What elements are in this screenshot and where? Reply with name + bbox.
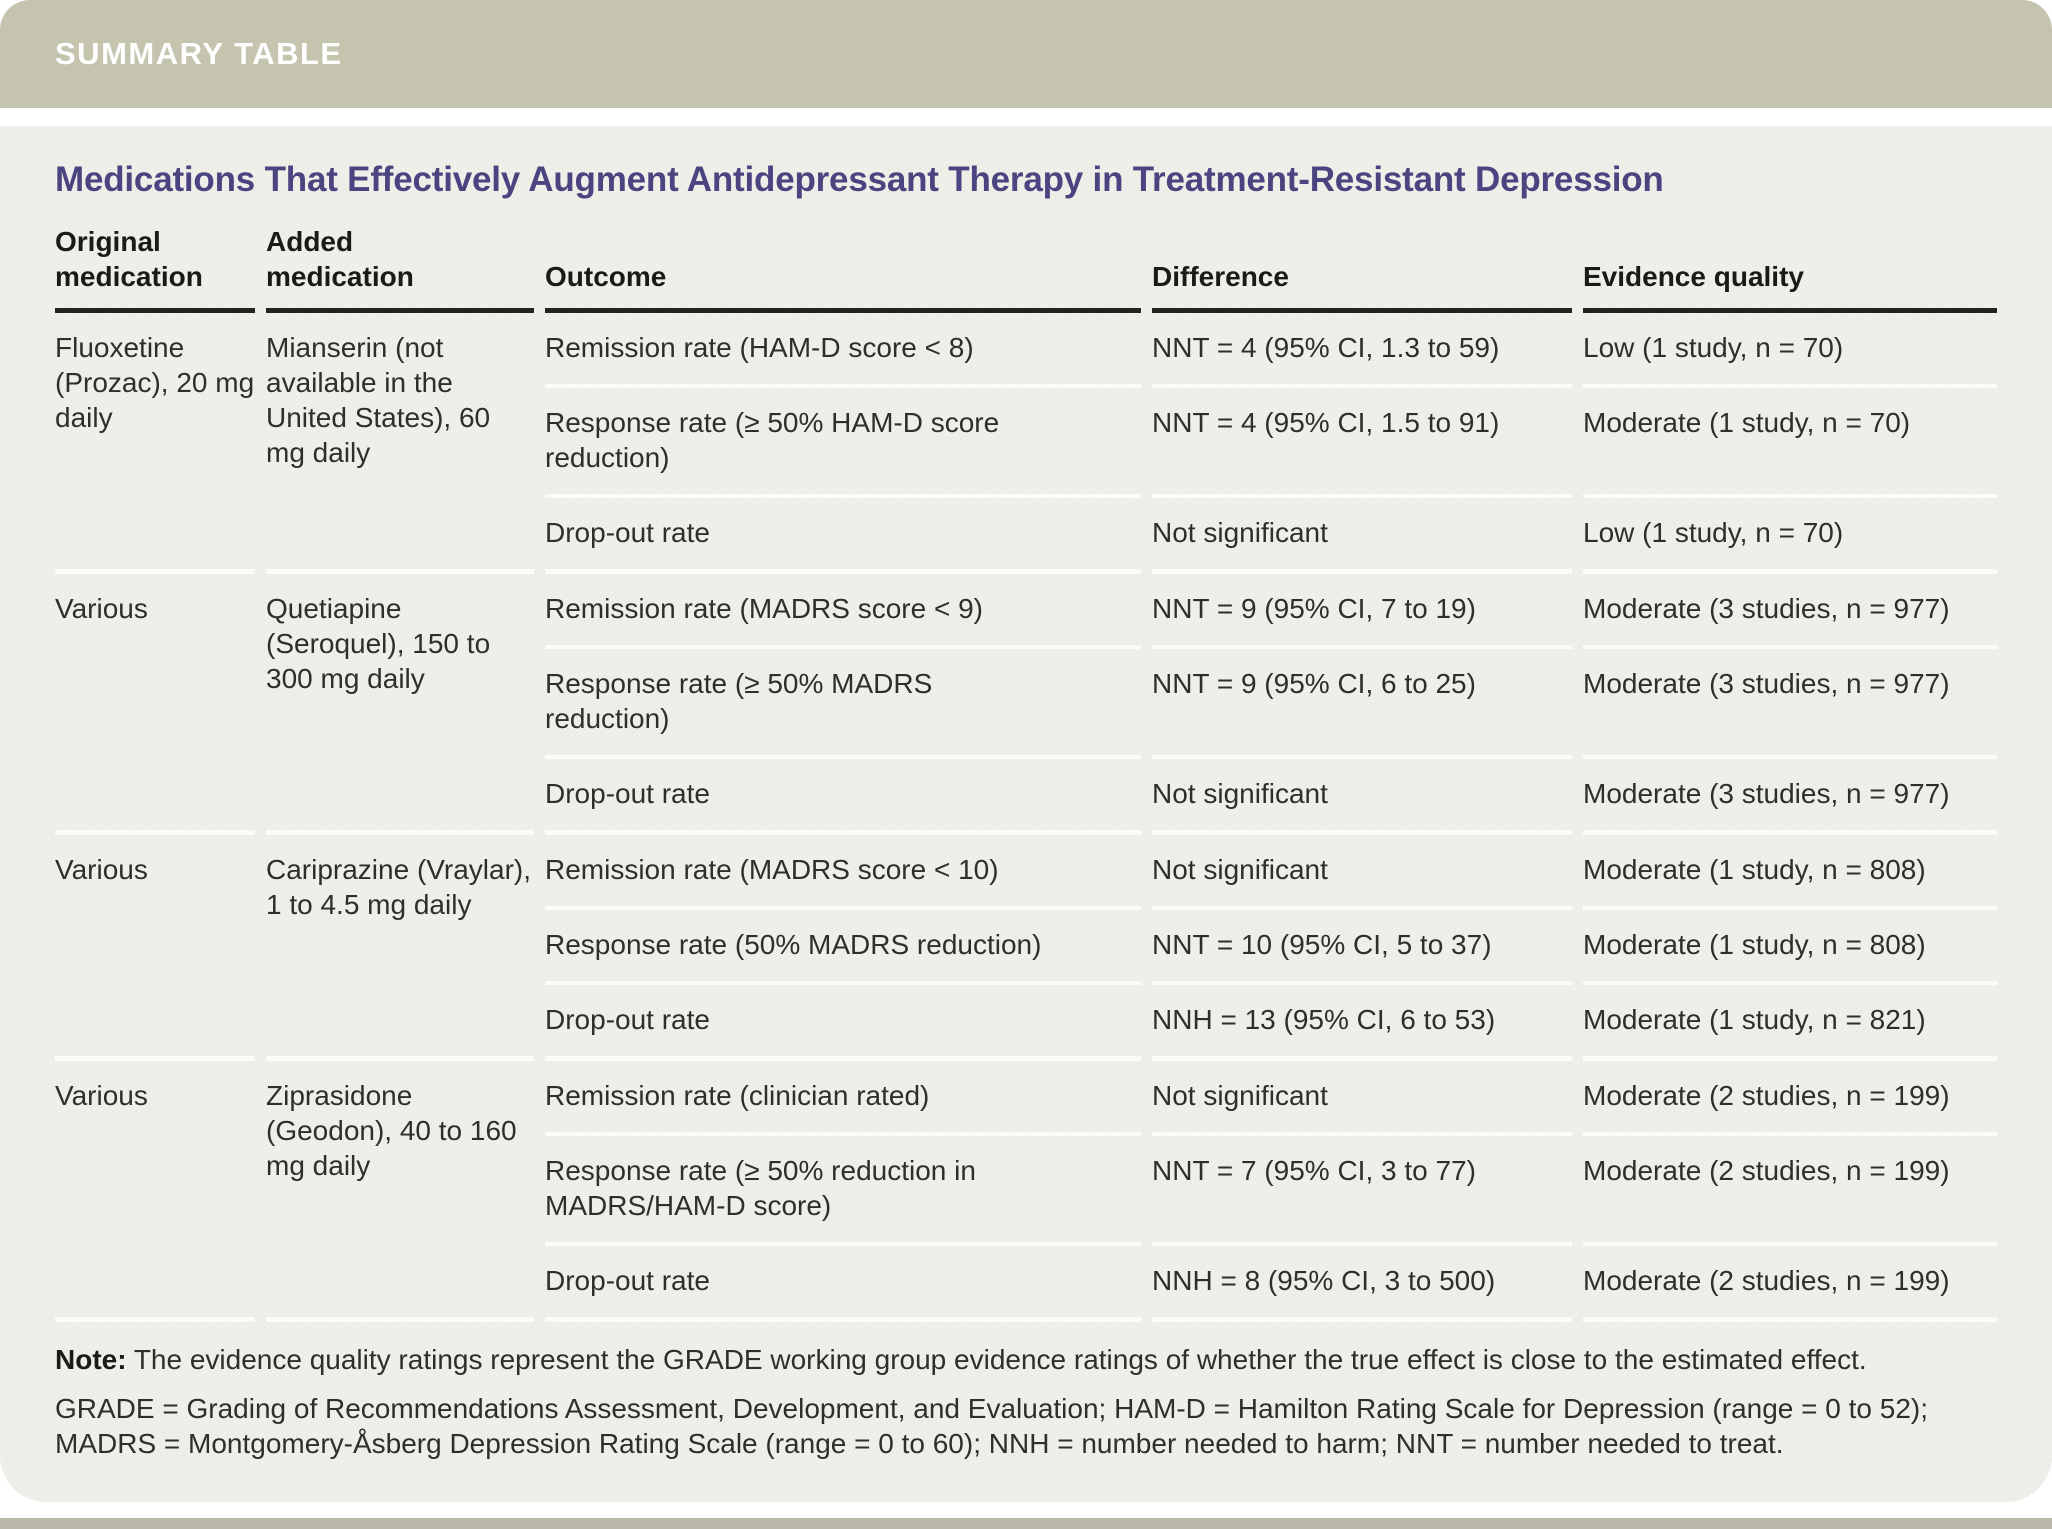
outcome-text: Response rate (≥ 50% HAM-D score reducti… <box>545 407 1000 473</box>
table-row: Drop-out rate NNH = 8 (95% CI, 3 to 500) M… <box>55 1246 1997 1322</box>
evidence-cell: Moderate (3 studies, n = 977) <box>1583 759 1997 835</box>
evidence-cell: Low (1 study, n = 70) <box>1583 313 1997 388</box>
outcome-cell: Response rate (≥ 50% HAM-D score reducti… <box>545 388 1141 498</box>
difference-cell: NNT = 9 (95% CI, 7 to 19) <box>1152 574 1572 649</box>
abbreviations-footnote: GRADE = Grading of Recommendations Asses… <box>55 1393 1929 1459</box>
evidence-cell: Moderate (1 study, n = 808) <box>1583 910 1997 985</box>
difference-cell: NNT = 7 (95% CI, 3 to 77) <box>1152 1136 1572 1246</box>
medication-group: Various Quetiapine (Seroquel), 150 to 300… <box>55 574 1997 835</box>
table-header: Original medication Added medication Out… <box>55 224 1997 313</box>
evidence-cell: Moderate (1 study, n = 70) <box>1583 388 1997 498</box>
column-header-difference: Difference <box>1152 224 1572 313</box>
note-text: The evidence quality ratings represent t… <box>126 1344 1867 1375</box>
outcome-text: Response rate (≥ 50% reduction in MADRS/… <box>545 1155 976 1221</box>
footnotes: Note: The evidence quality ratings repre… <box>55 1342 1997 1461</box>
outcome-cell: Drop-out rate <box>545 1246 1141 1322</box>
difference-cell: NNT = 9 (95% CI, 6 to 25) <box>1152 649 1572 759</box>
difference-cell: NNT = 10 (95% CI, 5 to 37) <box>1152 910 1572 985</box>
page-title: Medications That Effectively Augment Ant… <box>55 160 1664 199</box>
column-header-original-medication: Original medication <box>55 224 255 313</box>
table-row: Response rate (50% MADRS reduction) NNT =… <box>55 910 1997 985</box>
outcome-text: Response rate (50% MADRS reduction) <box>545 929 1042 960</box>
difference-cell: Not significant <box>1152 1061 1572 1136</box>
medication-group: Fluoxetine (Prozac), 20 mg daily Mianseri… <box>55 313 1997 574</box>
note-label: Note: <box>55 1344 127 1375</box>
added-medication-cell: Mianserin (not available in the United S… <box>266 313 534 574</box>
table-row: Response rate (≥ 50% MADRS reduction) NNT… <box>55 649 1997 759</box>
outcome-cell: Remission rate (MADRS score < 9) <box>545 574 1141 649</box>
outcome-cell: Response rate (50% MADRS reduction) <box>545 910 1141 985</box>
medications-table: Original medication Added medication Out… <box>44 224 2008 1322</box>
difference-cell: NNH = 8 (95% CI, 3 to 500) <box>1152 1246 1572 1322</box>
column-header-added-medication: Added medication <box>266 224 534 313</box>
banner-gap <box>0 108 2052 126</box>
table-row: Various Quetiapine (Seroquel), 150 to 300… <box>55 574 1997 835</box>
table-row: Drop-out rate Not significant Moderate (3 … <box>55 759 1997 835</box>
original-medication-cell: Various <box>55 835 255 1061</box>
outcome-text: Remission rate (clinician rated) <box>545 1080 930 1111</box>
note-footnote: Note: The evidence quality ratings repre… <box>55 1342 1997 1377</box>
evidence-cell: Moderate (3 studies, n = 977) <box>1583 574 1997 649</box>
evidence-cell: Moderate (2 studies, n = 199) <box>1583 1246 1997 1322</box>
header-row: Original medication Added medication Out… <box>55 224 1997 313</box>
page-bottom-strip <box>0 1518 2052 1529</box>
difference-cell: Not significant <box>1152 498 1572 574</box>
outcome-text: Remission rate (HAM-D score < 8) <box>545 332 974 363</box>
summary-table-banner: SUMMARY TABLE <box>0 0 2052 108</box>
medication-group: Various Cariprazine (Vraylar), 1 to 4.5 m… <box>55 835 1997 1061</box>
added-medication-cell: Quetiapine (Seroquel), 150 to 300 mg dai… <box>266 574 534 835</box>
added-medication-cell: Ziprasidone (Geodon), 40 to 160 mg daily <box>266 1061 534 1322</box>
outcome-text: Drop-out rate <box>545 1265 710 1296</box>
outcome-cell: Drop-out rate <box>545 498 1141 574</box>
outcome-cell: Remission rate (HAM-D score < 8) <box>545 313 1141 388</box>
outcome-text: Remission rate (MADRS score < 9) <box>545 593 984 624</box>
evidence-cell: Moderate (1 study, n = 821) <box>1583 985 1997 1061</box>
difference-cell: Not significant <box>1152 835 1572 910</box>
original-medication-cell: Various <box>55 1061 255 1322</box>
table-row: Various Ziprasidone (Geodon), 40 to 160 m… <box>55 1061 1997 1322</box>
added-medication-cell: Cariprazine (Vraylar), 1 to 4.5 mg daily <box>266 835 534 1061</box>
evidence-cell: Moderate (3 studies, n = 977) <box>1583 649 1997 759</box>
outcome-text: Response rate (≥ 50% MADRS reduction) <box>545 668 933 734</box>
outcome-cell: Drop-out rate <box>545 759 1141 835</box>
evidence-cell: Low (1 study, n = 70) <box>1583 498 1997 574</box>
difference-cell: NNT = 4 (95% CI, 1.3 to 59) <box>1152 313 1572 388</box>
table-row: Response rate (≥ 50% HAM-D score reducti… <box>55 388 1997 498</box>
original-medication-cell: Various <box>55 574 255 835</box>
difference-cell: Not significant <box>1152 759 1572 835</box>
table-row: Various Cariprazine (Vraylar), 1 to 4.5 m… <box>55 835 1997 1061</box>
evidence-cell: Moderate (1 study, n = 808) <box>1583 835 1997 910</box>
outcome-text: Remission rate (MADRS score < 10) <box>545 854 999 885</box>
outcome-cell: Remission rate (clinician rated) <box>545 1061 1141 1136</box>
evidence-cell: Moderate (2 studies, n = 199) <box>1583 1136 1997 1246</box>
banner-label: SUMMARY TABLE <box>55 36 343 71</box>
table-row: Fluoxetine (Prozac), 20 mg daily Mianseri… <box>55 313 1997 574</box>
outcome-text: Drop-out rate <box>545 778 710 809</box>
column-header-evidence-quality: Evidence quality <box>1583 224 1997 313</box>
outcome-cell: Drop-out rate <box>545 985 1141 1061</box>
original-medication-cell: Fluoxetine (Prozac), 20 mg daily <box>55 313 255 574</box>
table-row: Response rate (≥ 50% reduction in MADRS/… <box>55 1136 1997 1246</box>
medication-group: Various Ziprasidone (Geodon), 40 to 160 m… <box>55 1061 1997 1322</box>
outcome-cell: Remission rate (MADRS score < 10) <box>545 835 1141 910</box>
evidence-cell: Moderate (2 studies, n = 199) <box>1583 1061 1997 1136</box>
outcome-cell: Response rate (≥ 50% reduction in MADRS/… <box>545 1136 1141 1246</box>
difference-cell: NNT = 4 (95% CI, 1.5 to 91) <box>1152 388 1572 498</box>
outcome-text: Drop-out rate <box>545 517 710 548</box>
table-row: Drop-out rate Not significant Low (1 study… <box>55 498 1997 574</box>
table-panel: Medications That Effectively Augment Ant… <box>0 126 2052 1502</box>
column-header-outcome: Outcome <box>545 224 1141 313</box>
outcome-cell: Response rate (≥ 50% MADRS reduction) <box>545 649 1141 759</box>
table-row: Drop-out rate NNH = 13 (95% CI, 6 to 53) M… <box>55 985 1997 1061</box>
outcome-text: Drop-out rate <box>545 1004 710 1035</box>
difference-cell: NNH = 13 (95% CI, 6 to 53) <box>1152 985 1572 1061</box>
